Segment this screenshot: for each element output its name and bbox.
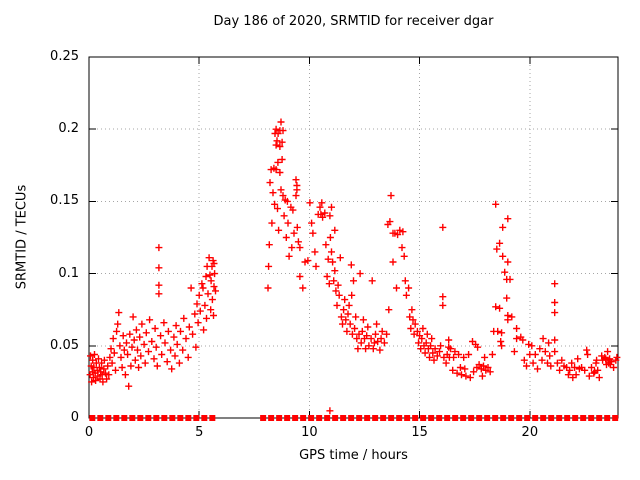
baseline-block — [612, 415, 619, 421]
baseline-block — [556, 415, 563, 421]
x-axis-label: GPS time / hours — [299, 448, 408, 463]
baseline-block — [300, 415, 307, 421]
baseline-block — [364, 415, 371, 421]
y-tick-label: 0.1 — [58, 265, 79, 281]
baseline-block — [308, 415, 315, 421]
baseline-block — [268, 415, 275, 421]
baseline-block — [436, 415, 443, 421]
baseline-block — [372, 415, 379, 421]
baseline-block — [316, 415, 323, 421]
baseline-block — [604, 415, 611, 421]
baseline-block — [396, 415, 403, 421]
baseline-block — [201, 415, 208, 421]
x-tick-label: 10 — [301, 425, 318, 440]
baseline-block — [548, 415, 555, 421]
baseline-block — [476, 415, 483, 421]
baseline-block — [209, 415, 216, 421]
plot-border — [88, 56, 619, 419]
data-points — [86, 118, 621, 415]
baseline-block — [276, 415, 283, 421]
baseline-block — [284, 415, 291, 421]
baseline-block — [540, 415, 547, 421]
chart-title: Day 186 of 2020, SRMTID for receiver dga… — [213, 14, 494, 29]
y-tick-label: 0.2 — [58, 121, 79, 137]
y-tick-label: 0.15 — [50, 193, 79, 209]
baseline-block — [508, 415, 515, 421]
baseline-block — [524, 415, 531, 421]
baseline-block — [121, 415, 128, 421]
baseline-block — [516, 415, 523, 421]
x-tick-label: 15 — [411, 425, 428, 440]
baseline-block — [105, 415, 112, 421]
baseline-block — [572, 415, 579, 421]
baseline-block — [348, 415, 355, 421]
baseline-block — [588, 415, 595, 421]
baseline-block — [292, 415, 299, 421]
baseline-block — [193, 415, 200, 421]
baseline-block — [324, 415, 331, 421]
baseline-block — [169, 415, 176, 421]
baseline-block — [97, 415, 104, 421]
baseline-block — [420, 415, 427, 421]
baseline-block — [580, 415, 587, 421]
baseline-block — [500, 415, 507, 421]
baseline-block — [113, 415, 120, 421]
baseline-block — [153, 415, 160, 421]
baseline-block — [185, 415, 192, 421]
baseline-block — [468, 415, 475, 421]
x-tick-label: 0 — [84, 425, 94, 440]
baseline-block — [412, 415, 419, 421]
y-tick-label: 0.25 — [50, 49, 79, 64]
baseline-block — [137, 415, 144, 421]
baseline-block — [564, 415, 571, 421]
x-tick-label: 5 — [195, 425, 204, 440]
x-tick-label: 20 — [521, 425, 539, 440]
baseline-block — [492, 415, 499, 421]
baseline-block — [145, 415, 152, 421]
baseline-block — [340, 415, 347, 421]
baseline-block — [161, 415, 168, 421]
baseline-block — [452, 415, 459, 421]
baseline-block — [388, 415, 395, 421]
baseline-block — [129, 415, 136, 421]
baseline-block — [404, 415, 411, 421]
baseline-block — [428, 415, 435, 421]
baseline-block — [356, 415, 363, 421]
baseline-block — [460, 415, 467, 421]
baseline-block — [596, 415, 603, 421]
baseline-block — [89, 415, 96, 421]
baseline-block — [177, 415, 184, 421]
baseline-block — [380, 415, 387, 421]
baseline-block — [260, 415, 267, 421]
baseline-block — [532, 415, 539, 421]
baseline-block — [484, 415, 491, 421]
y-tick-label: 0.05 — [50, 337, 79, 353]
baseline-block — [332, 415, 339, 421]
y-tick-label: 0 — [70, 410, 79, 425]
baseline-block — [444, 415, 451, 421]
